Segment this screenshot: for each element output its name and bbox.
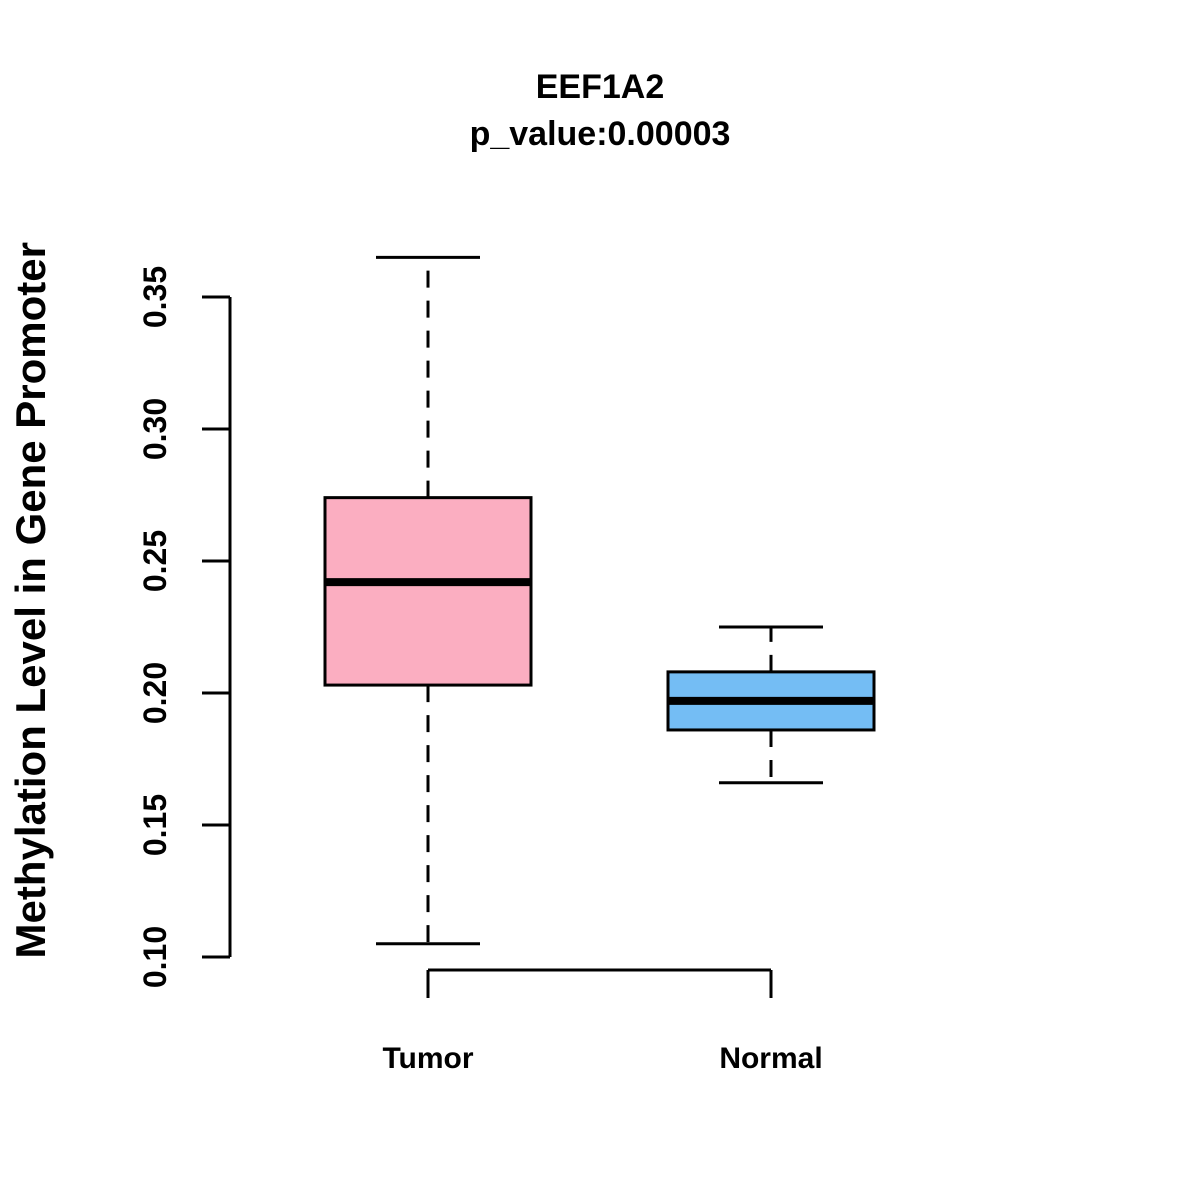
y-tick-label: 0.10 [137, 926, 173, 988]
tumor-box [323, 496, 533, 687]
chart-title: EEF1A2 [535, 68, 665, 106]
y-tick-label: 0.20 [137, 662, 173, 724]
x-category-label: Tumor [382, 1042, 473, 1075]
y-tick-label: 0.25 [137, 530, 173, 592]
y-tick-label: 0.15 [137, 794, 173, 856]
chart-subtitle: p_value:0.00003 [469, 115, 731, 153]
y-tick-label: 0.30 [137, 398, 173, 460]
y-tick-label: 0.35 [137, 266, 173, 328]
chart-title-block: EEF1A2 p_value:0.00003 [200, 64, 1000, 158]
x-category-label: Normal [719, 1042, 822, 1075]
